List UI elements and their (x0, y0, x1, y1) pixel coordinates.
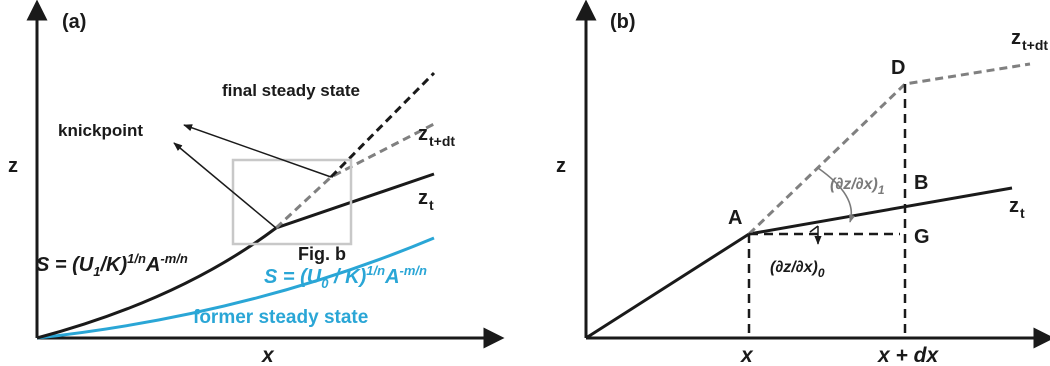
panel-b-ztdt-label: zt+dt (1011, 27, 1048, 53)
final-steady-state-line (329, 71, 436, 179)
slope1-label: (∂z/∂x)1 (830, 176, 885, 197)
panel-b-ztdt-profile (747, 62, 1031, 236)
knickpoint-arrow-1 (173, 142, 277, 229)
former-steady-state-curve (36, 236, 435, 340)
slope1-angle-arrow (817, 167, 856, 223)
panel-a-zt-label: zt (418, 187, 434, 213)
tick-x-dx-label: x + dx (877, 344, 939, 366)
equation-u1: S = (U1/K)1/nA-m/n (36, 251, 188, 279)
point-b-label: B (914, 172, 928, 194)
knickpoint-label: knickpoint (58, 121, 143, 140)
panel-b-z-axis-label: z (556, 155, 566, 177)
panel-b: (b) z A B D G zt+dt zt (∂z/∂x)1 (∂z/∂x) (556, 0, 1050, 366)
point-a-label: A (728, 207, 742, 229)
panel-b-zt-label: zt (1009, 195, 1025, 221)
zt-profile-curve (36, 172, 435, 340)
slope0-label: (∂z/∂x)0 (770, 259, 825, 280)
equation-u0: S = (U0 / K)1/nA-m/n (264, 263, 427, 291)
panel-a: (a) z x final steady state knickpoint zt… (8, 0, 505, 366)
fig-b-label: Fig. b (298, 244, 346, 264)
ztdt-profile-line (274, 122, 435, 230)
panel-a-ztdt-label: zt+dt (418, 123, 455, 149)
slope0-tick (809, 225, 819, 233)
fig-b-zoom-box (231, 158, 353, 246)
point-g-label: G (914, 226, 930, 248)
panel-a-z-axis-label: z (8, 155, 18, 177)
tick-x-label: x (740, 344, 754, 366)
panel-b-label: (b) (610, 11, 636, 33)
panel-a-label: (a) (62, 11, 86, 33)
final-steady-state-label: final steady state (222, 81, 360, 100)
former-steady-state-label: former steady state (193, 307, 368, 328)
knickpoint-arrow-2 (183, 124, 332, 178)
point-d-label: D (891, 57, 905, 79)
panel-a-x-axis-label: x (261, 344, 275, 366)
